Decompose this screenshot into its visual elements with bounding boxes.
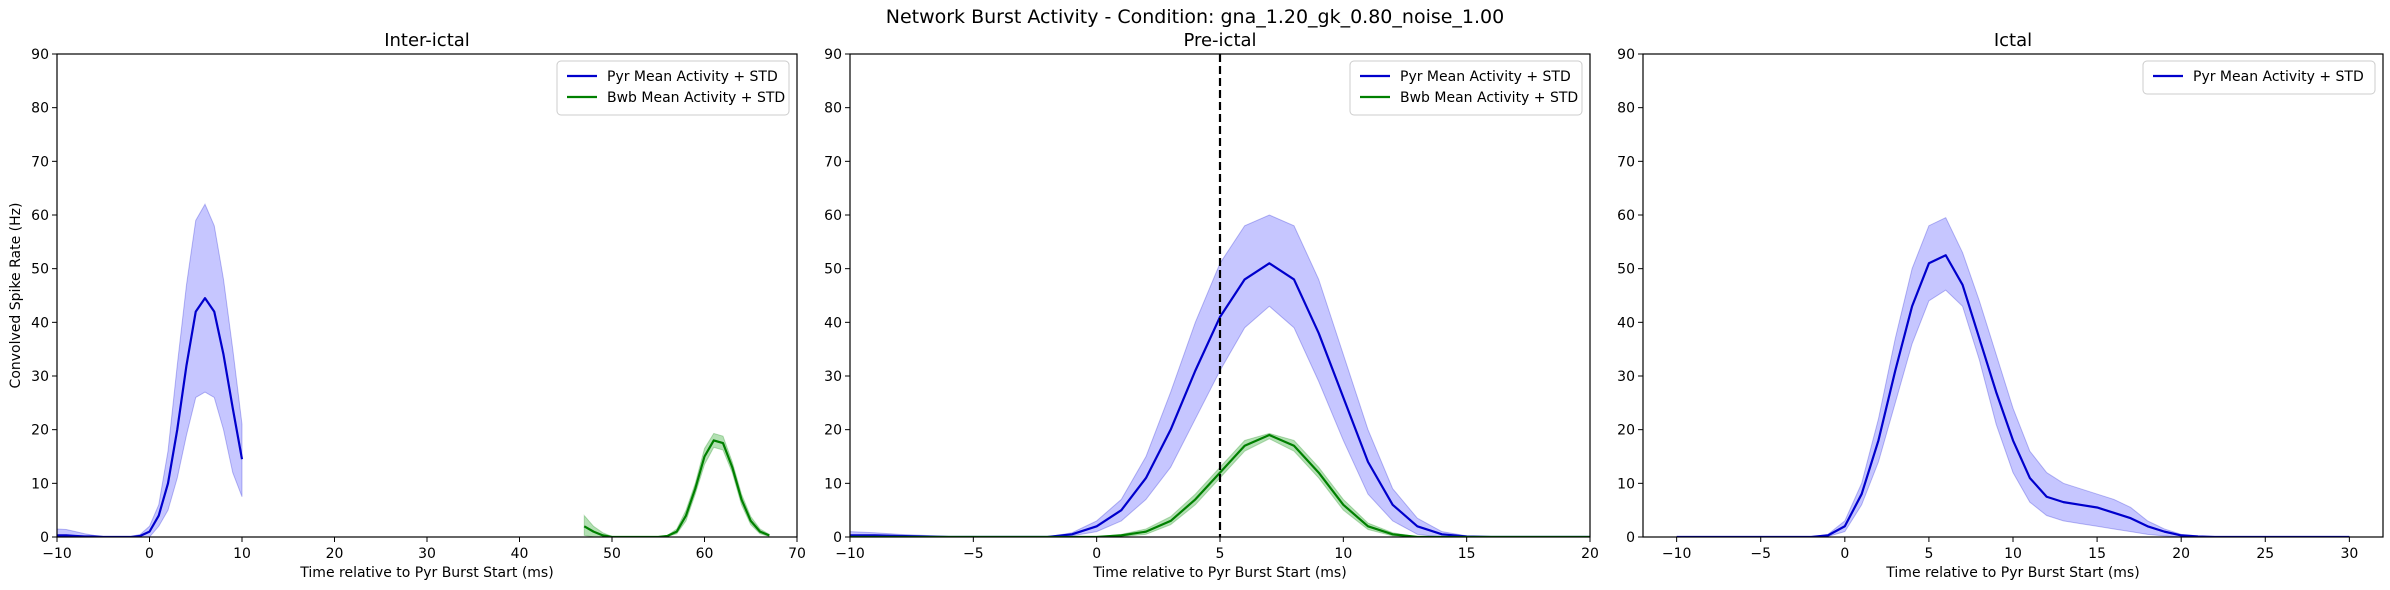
chart-title: Ictal — [1994, 30, 2032, 51]
chart-title: Pre-ictal — [1183, 30, 1256, 51]
legend: Pyr Mean Activity + STD Bwb Mean Activity… — [556, 60, 790, 116]
y-tick-label: 60 — [1617, 208, 1635, 224]
x-tick-label: 20 — [326, 546, 344, 562]
x-tick-label: 50 — [603, 546, 621, 562]
y-tick-label: 40 — [824, 315, 842, 331]
y-tick-label: 70 — [1617, 154, 1635, 170]
plot-area — [57, 203, 770, 537]
chart-panel-2: −10 −5 0 5 10 15 20 0 10 20 30 40 50 60 70 80 90 Pre-icta… — [824, 30, 1599, 581]
mean-line-bwb — [850, 433, 1590, 537]
y-tick-label: 20 — [824, 423, 842, 439]
y-tick-label: 90 — [31, 47, 49, 63]
y-tick-label: 10 — [824, 476, 842, 492]
y-tick-label: 60 — [31, 208, 49, 224]
y-tick-label: 80 — [1617, 101, 1635, 117]
y-tick-label: 10 — [1617, 476, 1635, 492]
y-tick-label: 20 — [31, 423, 49, 439]
legend-entry-label: Pyr Mean Activity + STD — [2193, 69, 2364, 85]
y-tick-label: 60 — [824, 208, 842, 224]
x-tick-label: 20 — [2172, 546, 2190, 562]
legend-box — [556, 60, 790, 116]
x-tick-label: −10 — [42, 546, 72, 562]
plot-area — [1676, 217, 2350, 537]
figure-title: Network Burst Activity - Condition: gna_… — [885, 6, 1505, 28]
y-tick-label: 80 — [31, 101, 49, 117]
x-tick-label: 0 — [1840, 546, 1849, 562]
legend-entry-label: Pyr Mean Activity + STD — [1400, 69, 1571, 85]
y-tick-label: 30 — [824, 369, 842, 385]
y-tick-label: 90 — [1617, 47, 1635, 63]
chart-panel-3: −10 −5 0 5 10 15 20 25 30 0 10 20 30 40 50 60 70 80 90 Icta… — [1617, 30, 2384, 581]
x-tick-label: 15 — [2088, 546, 2106, 562]
y-tick-label: 50 — [31, 262, 49, 278]
x-tick-label: 30 — [2340, 546, 2358, 562]
y-tick-label: 0 — [833, 530, 842, 546]
x-tick-label: 0 — [1092, 546, 1101, 562]
x-tick-label: 20 — [1581, 546, 1599, 562]
legend-box — [1349, 60, 1583, 116]
legend-box — [2142, 60, 2376, 95]
y-tick-label: 10 — [31, 476, 49, 492]
y-tick-label: 30 — [31, 369, 49, 385]
y-tick-label: 70 — [31, 154, 49, 170]
y-tick-label: 70 — [824, 154, 842, 170]
std-band-bwb — [583, 432, 770, 537]
legend: Pyr Mean Activity + STD — [2142, 60, 2376, 95]
y-tick-label: 50 — [824, 262, 842, 278]
legend: Pyr Mean Activity + STD Bwb Mean Activity… — [1349, 60, 1583, 116]
y-tick-label: 0 — [40, 530, 49, 546]
y-tick-label: 40 — [1617, 315, 1635, 331]
legend-entry-label: Pyr Mean Activity + STD — [607, 69, 778, 85]
mean-line-bwb — [583, 439, 770, 537]
std-band-pyr — [1676, 217, 2350, 537]
y-tick-label: 90 — [824, 47, 842, 63]
y-tick-label: 50 — [1617, 262, 1635, 278]
x-tick-label: 0 — [145, 546, 154, 562]
y-tick-label: 40 — [31, 315, 49, 331]
chart-panel-1: −10 0 10 20 30 40 50 60 700102030405060708090Int… — [8, 30, 806, 581]
x-axis-label: Time relative to Pyr Burst Start (ms) — [1092, 565, 1346, 581]
legend-entry-label: Bwb Mean Activity + STD — [1400, 90, 1578, 106]
y-tick-label: 20 — [1617, 423, 1635, 439]
x-tick-label: 30 — [418, 546, 436, 562]
x-tick-label: 5 — [1216, 546, 1225, 562]
y-tick-label: 0 — [1626, 530, 1635, 546]
x-tick-label: −10 — [835, 546, 865, 562]
plot-area — [850, 54, 1590, 537]
x-tick-label: −10 — [1662, 546, 1692, 562]
x-axis-label: Time relative to Pyr Burst Start (ms) — [299, 565, 553, 581]
x-tick-label: 10 — [2004, 546, 2022, 562]
x-tick-label: −5 — [1750, 546, 1771, 562]
x-tick-label: 15 — [1458, 546, 1476, 562]
std-band-pyr — [57, 203, 243, 537]
x-axis-label: Time relative to Pyr Burst Start (ms) — [1885, 565, 2139, 581]
std-band-bwb — [850, 432, 1590, 537]
legend-entry-label: Bwb Mean Activity + STD — [607, 90, 785, 106]
x-tick-label: 10 — [1334, 546, 1352, 562]
x-tick-label: 5 — [1924, 546, 1933, 562]
x-tick-label: 10 — [233, 546, 251, 562]
y-tick-label: 30 — [1617, 369, 1635, 385]
mean-line-pyr — [1676, 254, 2350, 537]
chart-title: Inter-ictal — [384, 30, 470, 51]
y-axis-label: Convolved Spike Rate (Hz) — [8, 203, 24, 389]
y-tick-label: 80 — [824, 101, 842, 117]
std-band-pyr — [850, 214, 1590, 537]
x-tick-label: 70 — [788, 546, 806, 562]
x-tick-label: −5 — [963, 546, 984, 562]
x-tick-label: 25 — [2256, 546, 2274, 562]
x-tick-label: 40 — [511, 546, 529, 562]
x-tick-label: 60 — [696, 546, 714, 562]
